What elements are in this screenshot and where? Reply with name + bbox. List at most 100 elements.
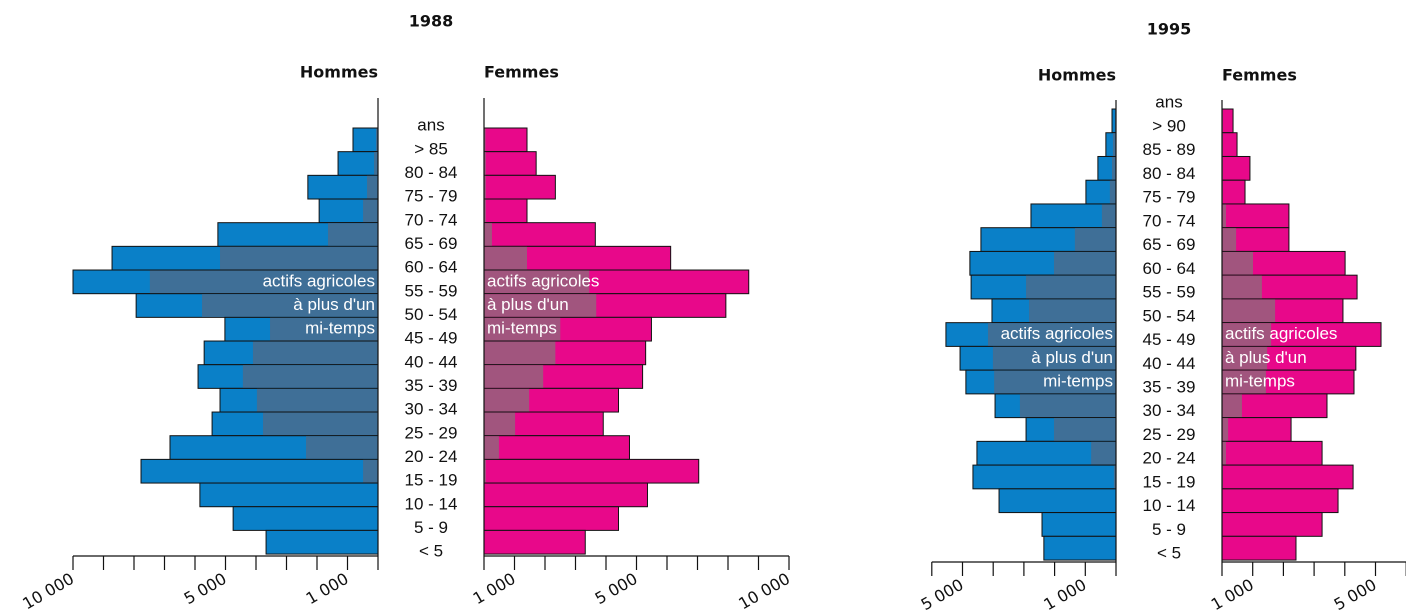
bar-part <box>1222 441 1226 465</box>
annotation: mi-temps <box>1043 371 1113 390</box>
bar-part <box>484 223 492 246</box>
bar-part <box>994 370 1116 394</box>
chart-title: 1988 <box>409 12 454 31</box>
bar-part <box>484 270 590 294</box>
bar <box>1221 155 1251 181</box>
bar-part <box>1222 370 1266 394</box>
annotation: actifs agricoles <box>1001 324 1113 343</box>
age-label: 55 - 59 <box>1143 283 1196 302</box>
bar <box>1221 535 1297 561</box>
x-tick-label: 1 000 <box>1040 575 1089 610</box>
bar-part <box>1222 275 1262 299</box>
bar-part <box>242 365 378 388</box>
age-label: 65 - 69 <box>405 234 458 253</box>
bar-part <box>1026 275 1116 299</box>
bar <box>337 151 379 176</box>
bar <box>483 529 586 555</box>
age-label: 20 - 24 <box>405 447 458 466</box>
bar-part <box>367 175 378 199</box>
bar <box>483 435 630 460</box>
bar <box>1221 203 1290 229</box>
bar <box>1043 535 1117 561</box>
bar <box>1221 179 1246 205</box>
age-label: 10 - 14 <box>405 494 458 513</box>
age-label: 40 - 44 <box>1143 354 1196 373</box>
bar-part <box>1101 204 1116 228</box>
annotation: à plus d'un <box>1225 348 1307 367</box>
bar-part <box>484 412 516 436</box>
annotation: mi-temps <box>1225 371 1295 390</box>
age-label: 50 - 54 <box>405 305 458 324</box>
age-label: 65 - 69 <box>1143 235 1196 254</box>
bar <box>483 506 620 531</box>
age-label: < 5 <box>419 542 443 561</box>
bar-part <box>1053 251 1116 275</box>
bar-part <box>484 341 556 365</box>
age-label: 80 - 84 <box>405 163 458 182</box>
bar <box>483 222 596 247</box>
annotation: mi-temps <box>305 319 375 338</box>
bar-part <box>1074 228 1116 251</box>
bar-part <box>484 436 499 459</box>
annotation: actifs agricoles <box>487 271 599 290</box>
side-label: Hommes <box>300 63 378 82</box>
side-label: Femmes <box>1222 66 1297 85</box>
bar <box>1221 440 1323 466</box>
age-label: 5 - 9 <box>414 518 448 537</box>
bar <box>1041 512 1117 537</box>
age-label: 75 - 79 <box>1143 188 1196 207</box>
age-label: 70 - 74 <box>405 210 458 229</box>
bar-part <box>484 175 486 199</box>
bar <box>199 482 379 508</box>
bar-part <box>1222 323 1272 346</box>
age-label: 60 - 64 <box>405 258 458 277</box>
bar-part <box>306 436 378 459</box>
age-label: 35 - 39 <box>405 376 458 395</box>
age-label: 45 - 49 <box>405 329 458 348</box>
bar <box>232 506 379 531</box>
bar-part <box>1091 441 1116 465</box>
age-label: 25 - 29 <box>405 423 458 442</box>
side-label: Hommes <box>1038 66 1116 85</box>
bar <box>972 464 1117 490</box>
bar <box>1221 464 1354 490</box>
bar <box>1221 488 1339 514</box>
bar-part <box>1222 418 1229 441</box>
x-tick-label: 1 000 <box>303 569 352 608</box>
bar-part <box>484 246 528 270</box>
age-label: 70 - 74 <box>1143 211 1196 230</box>
bar <box>483 458 700 484</box>
bar-part <box>1019 394 1116 418</box>
bar-part <box>484 199 486 223</box>
bar <box>483 174 556 200</box>
bar-part <box>1222 228 1237 251</box>
bar-part <box>263 412 378 436</box>
bar-part <box>484 294 597 317</box>
bar <box>483 127 528 153</box>
annotation: actifs agricoles <box>1225 324 1337 343</box>
age-label: < 5 <box>1157 544 1181 563</box>
bar-part <box>484 152 486 175</box>
x-tick-label: 1 000 <box>1208 575 1257 610</box>
bar-part <box>149 270 378 294</box>
x-tick-label: 5 000 <box>1331 575 1380 610</box>
bar <box>140 458 379 484</box>
annotation: actifs agricoles <box>263 271 375 290</box>
age-label: > 90 <box>1152 116 1186 135</box>
x-tick-label: 5 000 <box>181 569 230 608</box>
annotation: à plus d'un <box>1031 348 1113 367</box>
age-label: 45 - 49 <box>1143 330 1196 349</box>
bar-part <box>484 365 544 388</box>
bar <box>998 488 1117 514</box>
age-label: 15 - 19 <box>1143 472 1196 491</box>
chart-title: 1995 <box>1147 20 1192 39</box>
age-label: 15 - 19 <box>405 471 458 490</box>
bar-part <box>1222 204 1226 228</box>
side-label: Femmes <box>484 63 559 82</box>
bar-part <box>484 459 486 483</box>
age-label: 60 - 64 <box>1143 259 1196 278</box>
age-label: 10 - 14 <box>1143 496 1196 515</box>
bar-part <box>1112 156 1116 180</box>
bar <box>1221 108 1234 134</box>
bar-part <box>256 388 378 412</box>
